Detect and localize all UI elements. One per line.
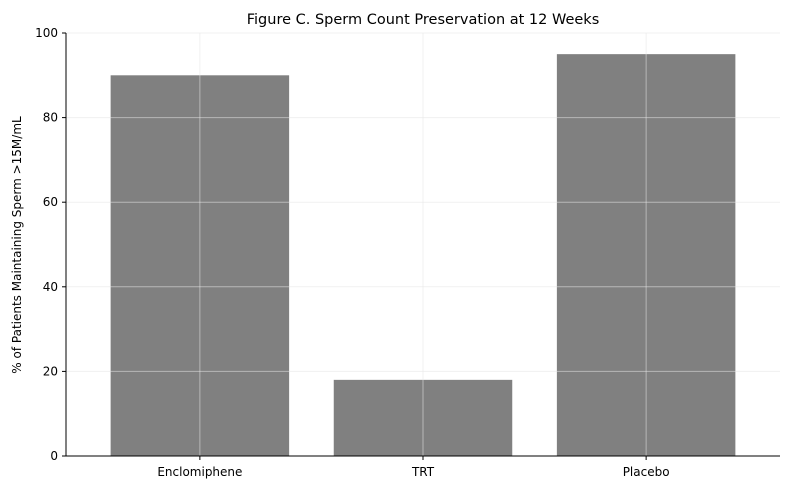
y-tick-label: 60 xyxy=(43,195,58,209)
y-axis-label: % of Patients Maintaining Sperm >15M/mL xyxy=(10,116,24,374)
y-tick-label: 40 xyxy=(43,280,58,294)
x-tick-label: Placebo xyxy=(623,465,670,479)
y-tick-label: 80 xyxy=(43,111,58,125)
x-tick-label: TRT xyxy=(411,465,435,479)
y-tick-label: 100 xyxy=(35,26,58,40)
y-tick-label: 0 xyxy=(50,449,58,463)
tick-label-layer: 0 20 40 60 80 100 Enclomiphene TRT Placebo xyxy=(35,26,669,479)
y-tick-label: 20 xyxy=(43,364,58,378)
chart-title: Figure C. Sperm Count Preservation at 12… xyxy=(247,12,600,28)
x-tick-label: Enclomiphene xyxy=(157,465,242,479)
